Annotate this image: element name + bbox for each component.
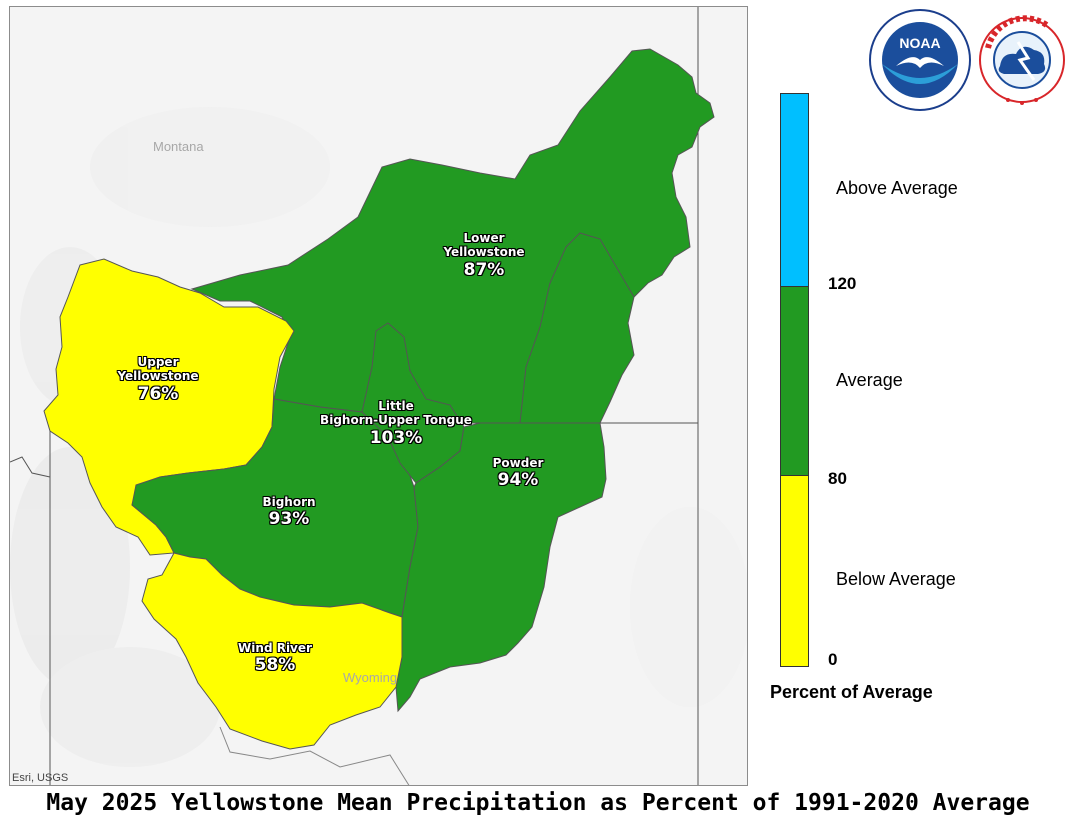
legend-tick-80: 80: [828, 469, 847, 488]
basin-percent: 93%: [268, 509, 310, 530]
basin-name-line: Yellowstone: [117, 369, 199, 384]
basin-percent: 87%: [463, 259, 505, 280]
map: Montana Wyoming Lower Yellowstone 87% Up…: [9, 6, 748, 786]
basin-label-powder: Powder 94%: [493, 456, 544, 491]
basin-wind-river: [141, 552, 403, 750]
basin-percent: 58%: [254, 655, 296, 676]
nws-logo: [978, 8, 1066, 116]
basin-name-line: Yellowstone: [443, 245, 525, 260]
legend-swatch-average: [781, 286, 808, 476]
legend-tick-0: 0: [828, 650, 838, 669]
basin-name-line: Bighorn: [262, 495, 316, 509]
noaa-logo-text: NOAA: [899, 35, 940, 51]
legend-color-bar: [780, 93, 809, 667]
map-attribution: Esri, USGS: [12, 772, 69, 784]
basin-name-line: Bighorn-Upper Tongue: [320, 413, 472, 428]
legend-swatch-above-average: [781, 94, 808, 286]
basin-little-bighorn-upper-tongue: [361, 322, 465, 484]
map-title: May 2025 Yellowstone Mean Precipitation …: [46, 790, 1030, 816]
noaa-emblem: NOAA: [869, 9, 971, 111]
basin-label-lower-yellowstone: Lower Yellowstone 87%: [443, 231, 524, 280]
basin-label-wind-river: Wind River 58%: [238, 641, 312, 676]
southern-outline: [219, 726, 410, 785]
basin-name-line: Powder: [492, 456, 544, 470]
nws-emblem: [979, 15, 1065, 105]
basin-percent: 76%: [137, 383, 179, 404]
basins: [43, 48, 715, 750]
state-label-montana: Montana: [153, 139, 204, 154]
subbasin-divide: [519, 232, 635, 424]
idaho-border: [10, 456, 51, 478]
basin-label-bighorn: Bighorn 93%: [262, 495, 315, 530]
basin-name-line: Lower: [463, 231, 505, 245]
basin-name-line: Wind River: [238, 641, 312, 655]
legend-label-below-average: Below Average: [836, 569, 956, 589]
basin-label-little-bighorn-upper-tongue: Little Bighorn-Upper Tongue 103%: [320, 399, 472, 448]
state-label-wyoming: Wyoming: [343, 670, 398, 685]
basin-map-svg: [10, 7, 747, 785]
basin-name-line: Upper: [137, 355, 179, 369]
basin-percent: 103%: [369, 427, 423, 448]
legend-label-above-average: Above Average: [836, 178, 958, 198]
basin-name-line: Little: [378, 399, 414, 413]
legend-swatch-below-average: [781, 476, 808, 666]
legend-title: Percent of Average: [770, 682, 933, 702]
legend-label-average: Average: [836, 370, 903, 390]
legend-tick-120: 120: [828, 274, 857, 293]
basin-percent: 94%: [497, 470, 539, 491]
basin-label-upper-yellowstone: Upper Yellowstone 76%: [117, 355, 198, 404]
noaa-logo: NOAA: [868, 8, 972, 116]
